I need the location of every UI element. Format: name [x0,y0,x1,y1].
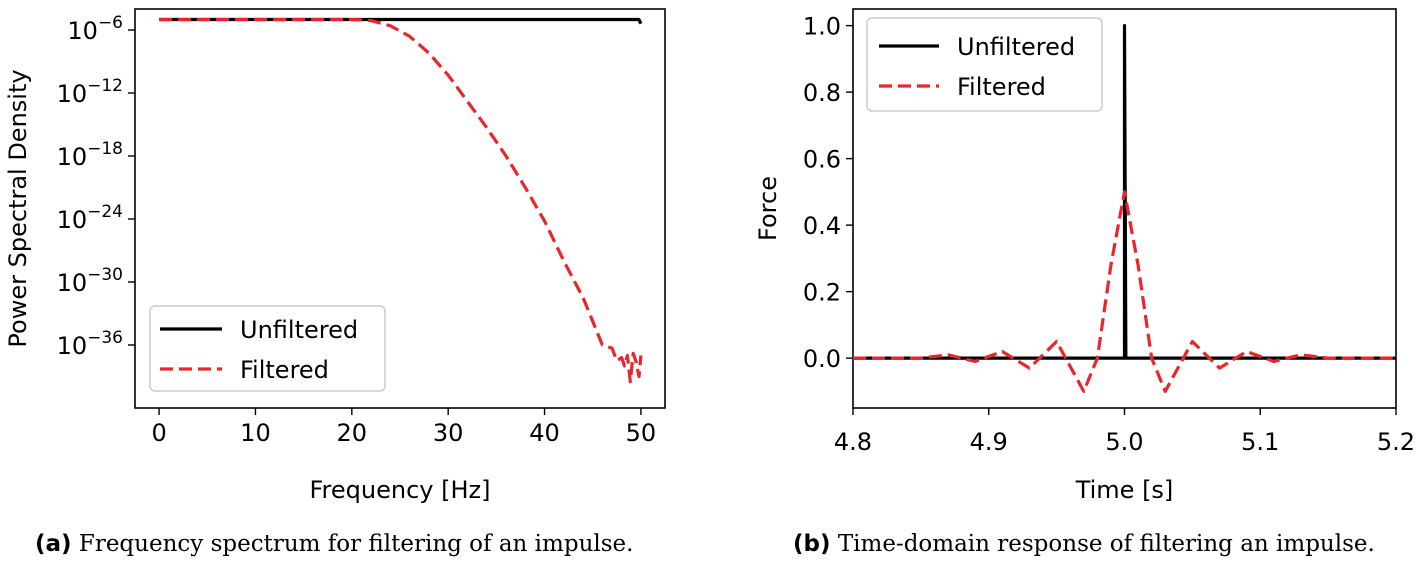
y-tick-label: 10−30 [57,265,123,297]
x-tick-label: 40 [529,419,560,447]
caption-b: (b) Time-domain response of filtering an… [793,531,1375,557]
caption-a-text: Frequency spectrum for filtering of an i… [78,531,634,557]
y-tick-label: 10−24 [57,202,123,234]
series-line-filtered [853,190,1396,393]
y-tick-label: 0.0 [803,345,841,373]
legend-box [866,17,1103,112]
x-tick-label: 5.0 [1105,428,1143,456]
x-tick-label: 5.1 [1241,428,1279,456]
legend-label-unfiltered: Unfiltered [240,316,358,344]
legend-label-filtered: Filtered [240,356,329,384]
x-tick-label: 4.9 [970,428,1008,456]
chart-frequency-spectrum: 0 10 20 30 40 50 10−6 10−12 10−18 10−24 10−30 10−36… [4,8,666,504]
x-tick-label: 4.8 [834,428,872,456]
y-axis-label: Power Spectral Density [4,69,32,347]
y-tick-label: 0.6 [803,146,841,174]
y-tick-label: 0.2 [803,279,841,307]
legend-label-filtered: Filtered [957,73,1046,101]
series-line-unfiltered [159,17,643,25]
x-tick-label: 30 [433,419,464,447]
x-tick-label: 10 [240,419,271,447]
x-axis-label: Time [s] [1075,476,1174,504]
legend-label-unfiltered: Unfiltered [957,33,1075,61]
x-tick-label: 0 [151,419,166,447]
plot-frame [134,8,666,409]
y-tick-label: 0.8 [803,79,841,107]
y-tick-label: 10−36 [57,328,123,360]
y-tick-label: 1.0 [803,13,841,41]
caption-b-text: Time-domain response of filtering an imp… [837,531,1375,557]
series-line-filtered [159,17,643,384]
y-tick-label: 10−6 [67,13,123,45]
y-tick-label: 10−12 [57,76,123,108]
chart-time-domain: 4.8 4.9 5.0 5.1 5.2 0.0 0.2 0.4 0.6 0.8 1.0 Time [s… [754,8,1415,504]
y-tick-label: 10−18 [57,139,123,171]
caption-a: (a) Frequency spectrum for filtering of … [35,531,633,557]
x-tick-label: 20 [337,419,368,447]
x-tick-label: 5.2 [1377,428,1415,456]
caption-b-label: (b) [793,531,831,557]
y-tick-label: 0.4 [803,212,841,240]
caption-a-label: (a) [35,531,72,557]
x-axis-label: Frequency [Hz] [310,476,491,504]
x-tick-label: 50 [626,419,657,447]
y-axis-label: Force [754,176,782,241]
